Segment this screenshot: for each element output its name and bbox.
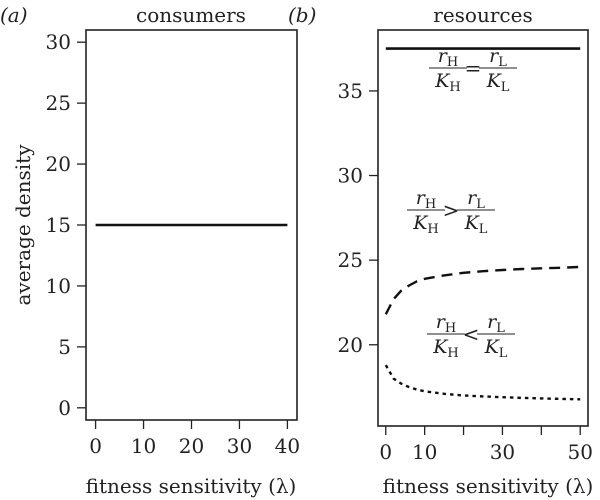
annotation-rhs-numerator-symbol: r (489, 45, 500, 67)
x-tick-label: 10 (412, 440, 437, 464)
annotation-rhs-denominator: KL (464, 212, 488, 237)
x-tick-label: 40 (275, 434, 300, 458)
annotation-lhs-numerator: rH (436, 311, 456, 336)
annotation-lhs-numerator-symbol: r (436, 311, 447, 333)
annotation-lhs-numerator-subscript: H (445, 321, 456, 336)
y-tick-label: 0 (58, 396, 71, 420)
y-tick-label: 25 (46, 91, 71, 115)
y-tick-label: 15 (46, 213, 71, 237)
y-tick-label: 25 (338, 248, 363, 272)
annotation-lhs-denominator-symbol: K (412, 212, 429, 234)
annotation-rhs-numerator-subscript: L (498, 55, 507, 70)
annotation-lhs-numerator-subscript: H (425, 197, 436, 212)
annotation-rhs-numerator: rL (467, 187, 485, 212)
panel-b: (b) resources 0 10 30 50 20 25 30 35 fitness sensi… (288, 3, 593, 498)
annotation-lhs-numerator-subscript: H (447, 55, 458, 70)
annotation-lhs-denominator-subscript: H (427, 222, 438, 237)
annotation-operator: = (465, 56, 482, 80)
annotation-lhs-numerator-symbol: r (438, 45, 449, 67)
x-tick-label: 30 (227, 434, 252, 458)
annotation-operator: > (443, 198, 460, 222)
y-axis: 0 5 10 15 20 25 30 (46, 30, 86, 420)
y-tick-label: 30 (46, 30, 71, 54)
annotation-rhs-numerator: rL (487, 311, 505, 336)
annotation-rhs-denominator-subscript: L (479, 222, 488, 237)
annotation-rhs-denominator-symbol: K (486, 70, 503, 92)
plot-frame (377, 29, 589, 427)
x-axis: 0 10 30 50 (379, 426, 593, 464)
panel-title: resources (433, 3, 532, 27)
x-tick-label: 0 (379, 440, 392, 464)
annotation-lhs-denominator-symbol: K (434, 70, 451, 92)
panel-letter: (b) (288, 3, 316, 27)
annotation-lhs-denominator: KH (432, 336, 459, 361)
annotation-rhs-numerator-subscript: L (476, 197, 485, 212)
annotation-rhs-denominator: KL (484, 336, 508, 361)
x-tick-label: 10 (131, 434, 156, 458)
y-tick-label: 20 (338, 333, 363, 357)
y-tick-label: 5 (58, 335, 71, 359)
annotation-rhs-denominator: KL (486, 70, 510, 95)
x-axis: 0 10 20 30 40 (89, 420, 300, 458)
panel-a: (a) consumers 0 10 20 30 40 0 5 10 15 20 25 30 fitness… (0, 3, 300, 498)
annotation-lhs-denominator: KH (434, 70, 461, 95)
annotation-lhs-denominator-symbol: K (432, 336, 449, 358)
annotation-rhs-numerator-symbol: r (487, 311, 498, 333)
annotation-operator: < (463, 322, 480, 346)
annotation-lhs-numerator-symbol: r (416, 187, 427, 209)
annotation-rhs-denominator-symbol: K (484, 336, 501, 358)
y-tick-label: 30 (338, 164, 363, 188)
annotation-rhs-denominator-symbol: K (464, 212, 481, 234)
annotation-lhs-denominator-subscript: H (449, 80, 460, 95)
x-tick-label: 0 (89, 434, 102, 458)
y-tick-label: 20 (46, 152, 71, 176)
x-tick-label: 20 (179, 434, 204, 458)
panel-title: consumers (136, 3, 246, 27)
panel-letter: (a) (0, 3, 28, 27)
annotation-rhs-denominator-subscript: L (501, 80, 510, 95)
annotation-lhs-numerator: rH (438, 45, 458, 70)
y-axis-label: average density (11, 144, 35, 306)
y-tick-label: 35 (338, 79, 363, 103)
series-line-dotted (384, 364, 581, 401)
x-tick-label: 50 (567, 440, 592, 464)
x-tick-label: 30 (490, 440, 515, 464)
annotation-lhs-denominator-subscript: H (447, 346, 458, 361)
series-line-dashed (384, 265, 581, 315)
annotation-rhs-numerator-subscript: L (496, 321, 505, 336)
y-tick-label: 10 (46, 274, 71, 298)
annotation-lhs-numerator: rH (416, 187, 436, 212)
x-axis-label: fitness sensitivity (λ) (383, 474, 594, 498)
series-group (384, 47, 581, 401)
annotation-rhs-numerator: rL (489, 45, 507, 70)
annotation-rhs-numerator-symbol: r (467, 187, 478, 209)
y-axis: 20 25 30 35 (338, 79, 378, 357)
x-axis-label: fitness sensitivity (λ) (86, 474, 297, 498)
annotation-rhs-denominator-subscript: L (499, 346, 508, 361)
annotation-lhs-denominator: KH (412, 212, 439, 237)
